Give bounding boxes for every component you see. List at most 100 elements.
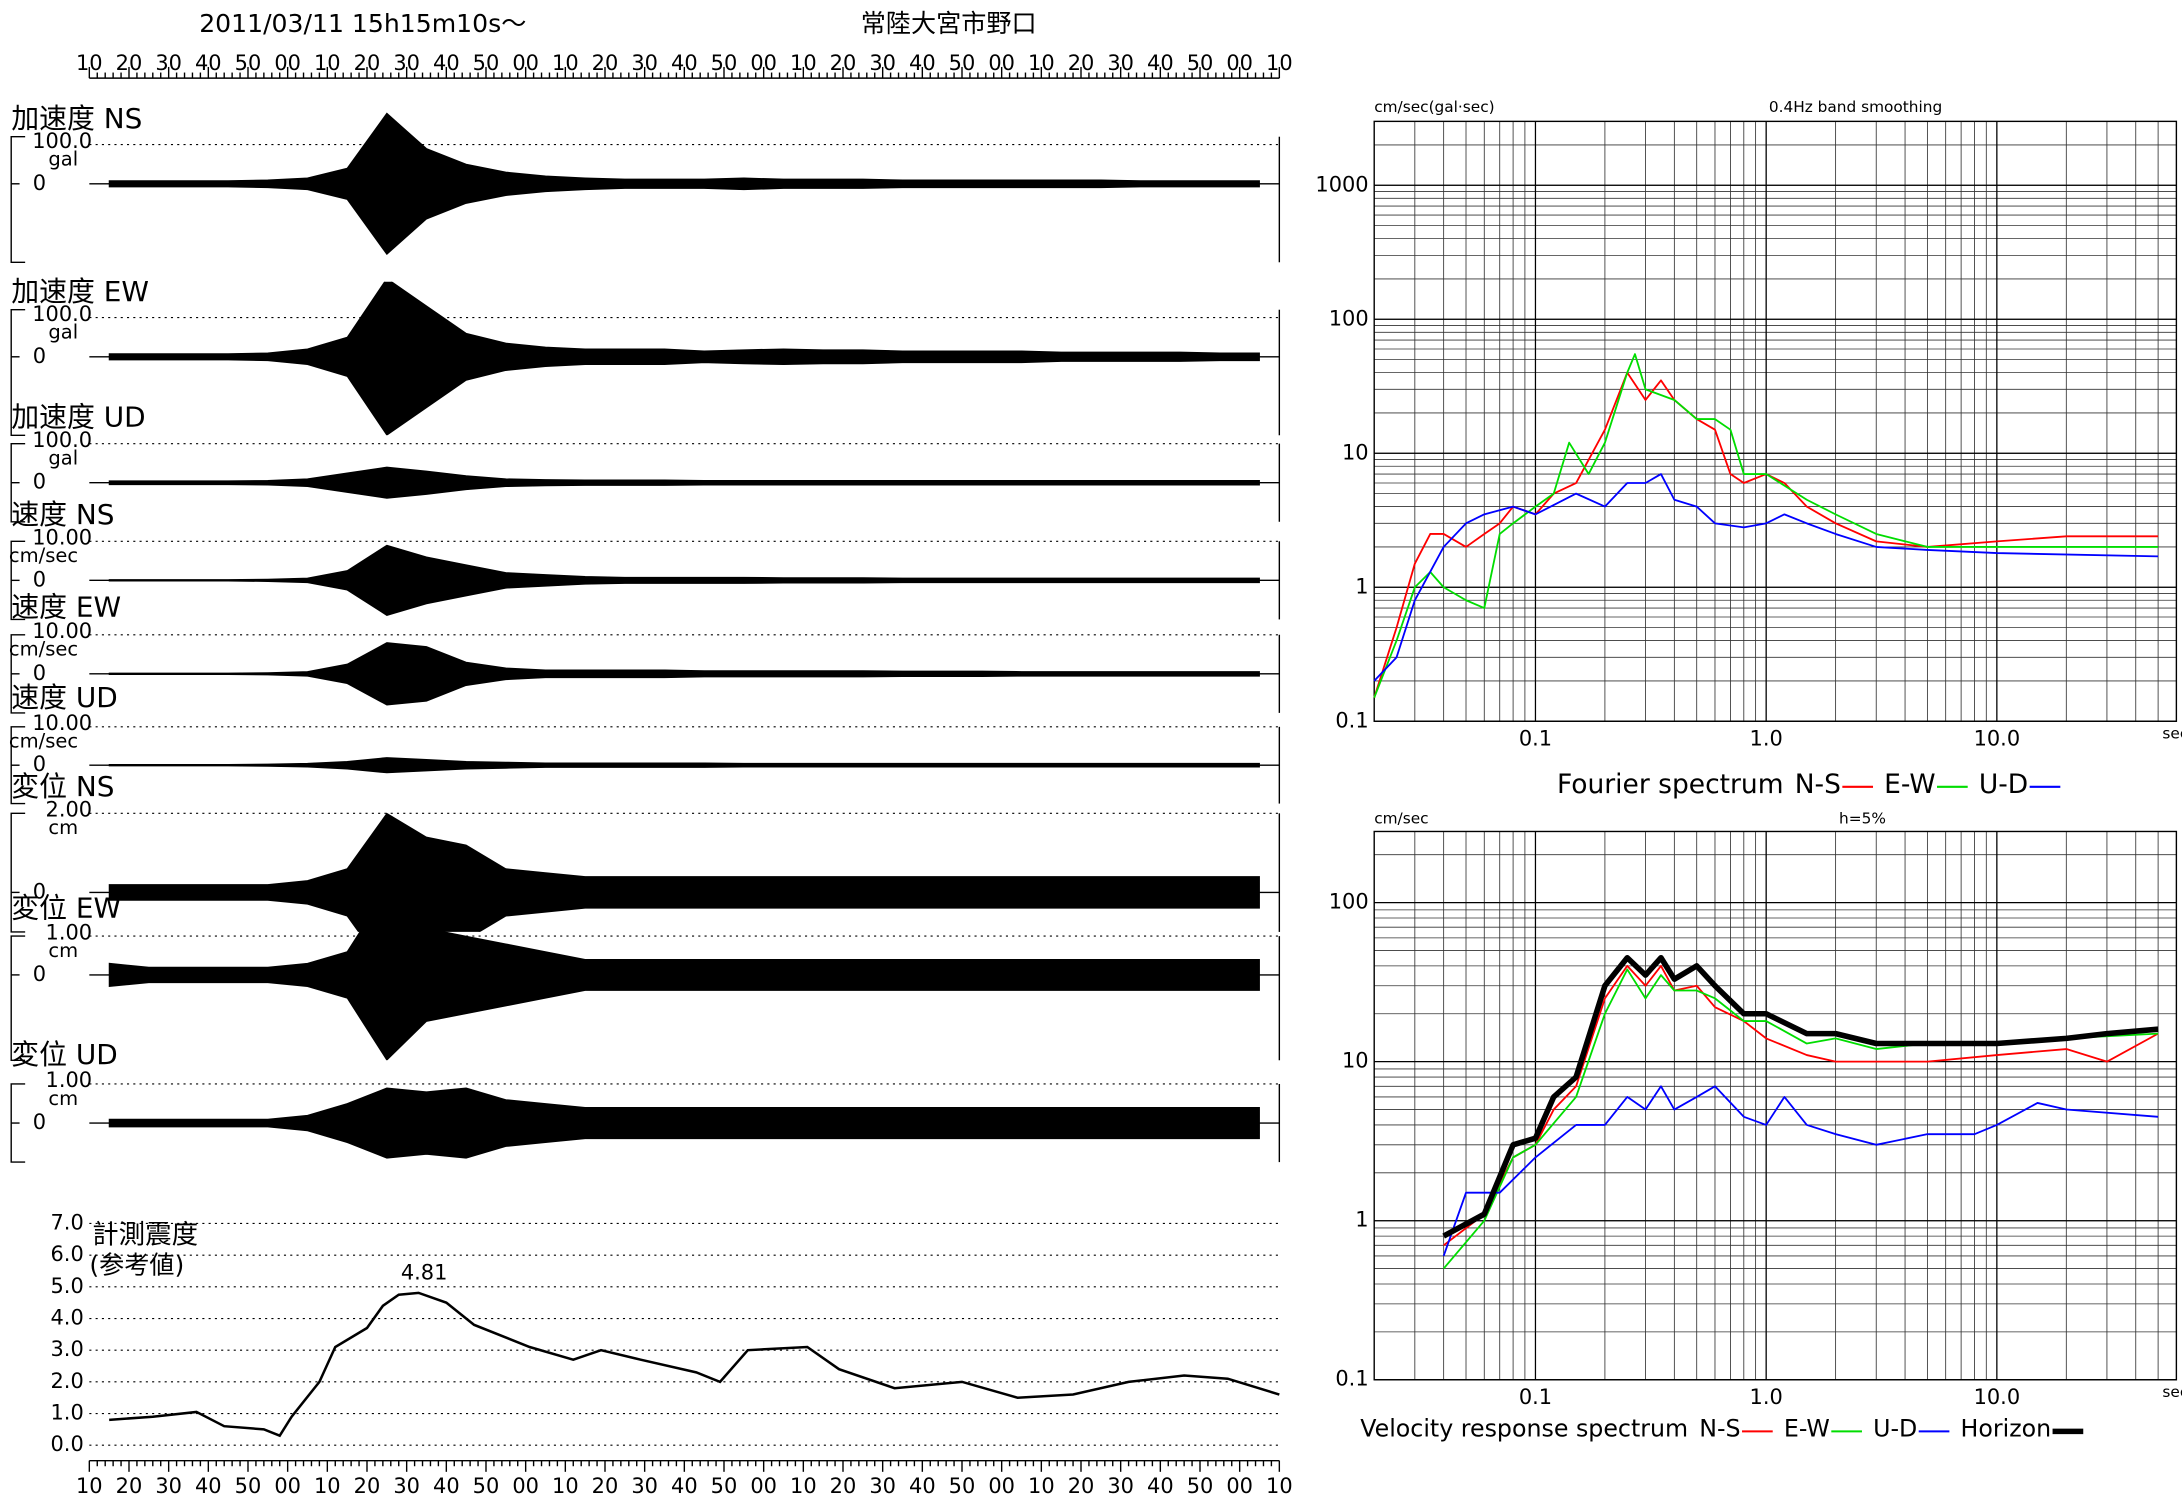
- y-tick-label: 0: [33, 962, 46, 986]
- trace-envelope: [108, 1122, 1260, 1159]
- legend-label: E-W: [1884, 769, 1935, 800]
- y-tick-label: 0: [33, 171, 46, 195]
- trace-envelope: [108, 356, 1260, 436]
- time-tick-label: 00: [988, 1474, 1015, 1498]
- legend-label: Horizon: [1961, 1414, 2052, 1442]
- y-tick-label: 4.0: [50, 1306, 83, 1330]
- time-tick-label: 50: [711, 1474, 738, 1498]
- unit-label: cm/sec: [9, 544, 78, 567]
- y-tick-label: 0: [33, 879, 46, 903]
- time-tick-label: 40: [195, 51, 222, 75]
- intensity-line: [109, 1291, 1280, 1438]
- time-tick-label: 20: [830, 51, 857, 75]
- y-tick-label: 2.00: [46, 798, 93, 822]
- trace-envelope: [108, 466, 1260, 484]
- panel-bracket: [10, 309, 26, 436]
- y-tick-label: 10: [1342, 440, 1369, 464]
- y-tick-label: 1: [1355, 1208, 1368, 1232]
- panel-bracket: [10, 136, 26, 263]
- header-station: 常陸大宮市野口: [861, 9, 1037, 38]
- time-tick-label: 00: [512, 1474, 539, 1498]
- time-tick-label: 50: [473, 51, 500, 75]
- y-tick-label: 100: [1329, 306, 1369, 330]
- unit-label: cm: [48, 1087, 78, 1110]
- time-tick-label: 40: [909, 51, 936, 75]
- legend-label: N-S: [1699, 1414, 1740, 1442]
- y-tick-label: 0: [33, 1110, 46, 1134]
- time-tick-label: 20: [116, 1474, 143, 1498]
- time-tick-label: 10: [1266, 1474, 1293, 1498]
- unit-label: gal: [48, 446, 78, 469]
- time-tick-label: 50: [1187, 51, 1214, 75]
- y-tick-label: 100: [1329, 890, 1369, 914]
- y-tick-label: 0: [33, 752, 46, 776]
- y-tick-label: 3.0: [50, 1337, 83, 1361]
- trace-envelope: [108, 281, 1260, 358]
- x-tick-label: 10.0: [1974, 726, 2021, 750]
- legend-label: U-D: [1873, 1414, 1917, 1442]
- y-tick-label: 7.0: [50, 1210, 83, 1234]
- time-tick-label: 00: [274, 51, 301, 75]
- time-tick-label: 30: [1107, 1474, 1134, 1498]
- y-unit-label: cm/sec: [1374, 809, 1428, 827]
- y-tick-label: 6.0: [50, 1242, 83, 1266]
- time-tick-label: 50: [235, 51, 262, 75]
- spectrum-line: [1373, 473, 2159, 682]
- time-tick-label: 40: [909, 1474, 936, 1498]
- x-tick-label: 1.0: [1750, 726, 1783, 750]
- y-tick-label: 10: [1342, 1049, 1369, 1073]
- spectrum-line: [1442, 968, 2159, 1270]
- annotation: 0.4Hz band smoothing: [1769, 98, 1942, 116]
- time-tick-label: 50: [473, 1474, 500, 1498]
- time-tick-label: 10: [1266, 51, 1293, 75]
- unit-label: cm/sec: [9, 730, 78, 753]
- time-tick-label: 40: [433, 1474, 460, 1498]
- time-tick-label: 00: [1226, 1474, 1253, 1498]
- panel-title: 加速度 NS: [11, 102, 142, 135]
- time-tick-label: 00: [988, 51, 1015, 75]
- panel-title: 速度 EW: [11, 590, 121, 623]
- legend-label: U-D: [1979, 769, 2028, 800]
- y-tick-label: 10.00: [32, 711, 92, 735]
- trace-envelope: [108, 764, 1260, 774]
- time-tick-label: 30: [869, 51, 896, 75]
- time-tick-label: 50: [1187, 1474, 1214, 1498]
- trace-envelope: [108, 974, 1260, 1061]
- panel-title: 速度 NS: [11, 498, 114, 531]
- y-tick-label: 100.0: [32, 428, 92, 452]
- time-tick-label: 20: [592, 1474, 619, 1498]
- x-tick-label: 10.0: [1974, 1385, 2021, 1409]
- time-tick-label: 40: [1147, 51, 1174, 75]
- time-tick-label: 10: [76, 1474, 103, 1498]
- trace-envelope: [108, 908, 1260, 976]
- time-tick-label: 30: [631, 51, 658, 75]
- y-tick-label: 0.0: [50, 1432, 83, 1456]
- time-tick-label: 50: [949, 1474, 976, 1498]
- time-tick-label: 20: [1068, 51, 1095, 75]
- time-tick-label: 30: [155, 51, 182, 75]
- time-tick-label: 20: [592, 51, 619, 75]
- y-tick-label: 0.1: [1335, 1367, 1368, 1391]
- y-tick-label: 0: [33, 661, 46, 685]
- legend-label: N-S: [1795, 769, 1841, 800]
- trace-envelope: [108, 757, 1260, 766]
- y-tick-label: 1.00: [46, 1068, 93, 1092]
- time-tick-label: 30: [393, 1474, 420, 1498]
- time-tick-label: 00: [274, 1474, 301, 1498]
- plot-frame: [1373, 830, 2178, 1381]
- unit-label: gal: [48, 320, 78, 343]
- y-tick-label: 10.00: [32, 526, 92, 550]
- y-tick-label: 100.0: [32, 129, 92, 153]
- y-tick-label: 10.00: [32, 619, 92, 643]
- time-tick-label: 50: [949, 51, 976, 75]
- x-tick-label: 0.1: [1519, 726, 1552, 750]
- time-tick-label: 20: [354, 1474, 381, 1498]
- unit-label: cm: [48, 816, 78, 839]
- panel-title: 速度 UD: [11, 681, 118, 714]
- chart-title: 計測震度: [92, 1220, 198, 1251]
- time-tick-label: 00: [1226, 51, 1253, 75]
- time-tick-label: 40: [1147, 1474, 1174, 1498]
- time-tick-label: 30: [393, 51, 420, 75]
